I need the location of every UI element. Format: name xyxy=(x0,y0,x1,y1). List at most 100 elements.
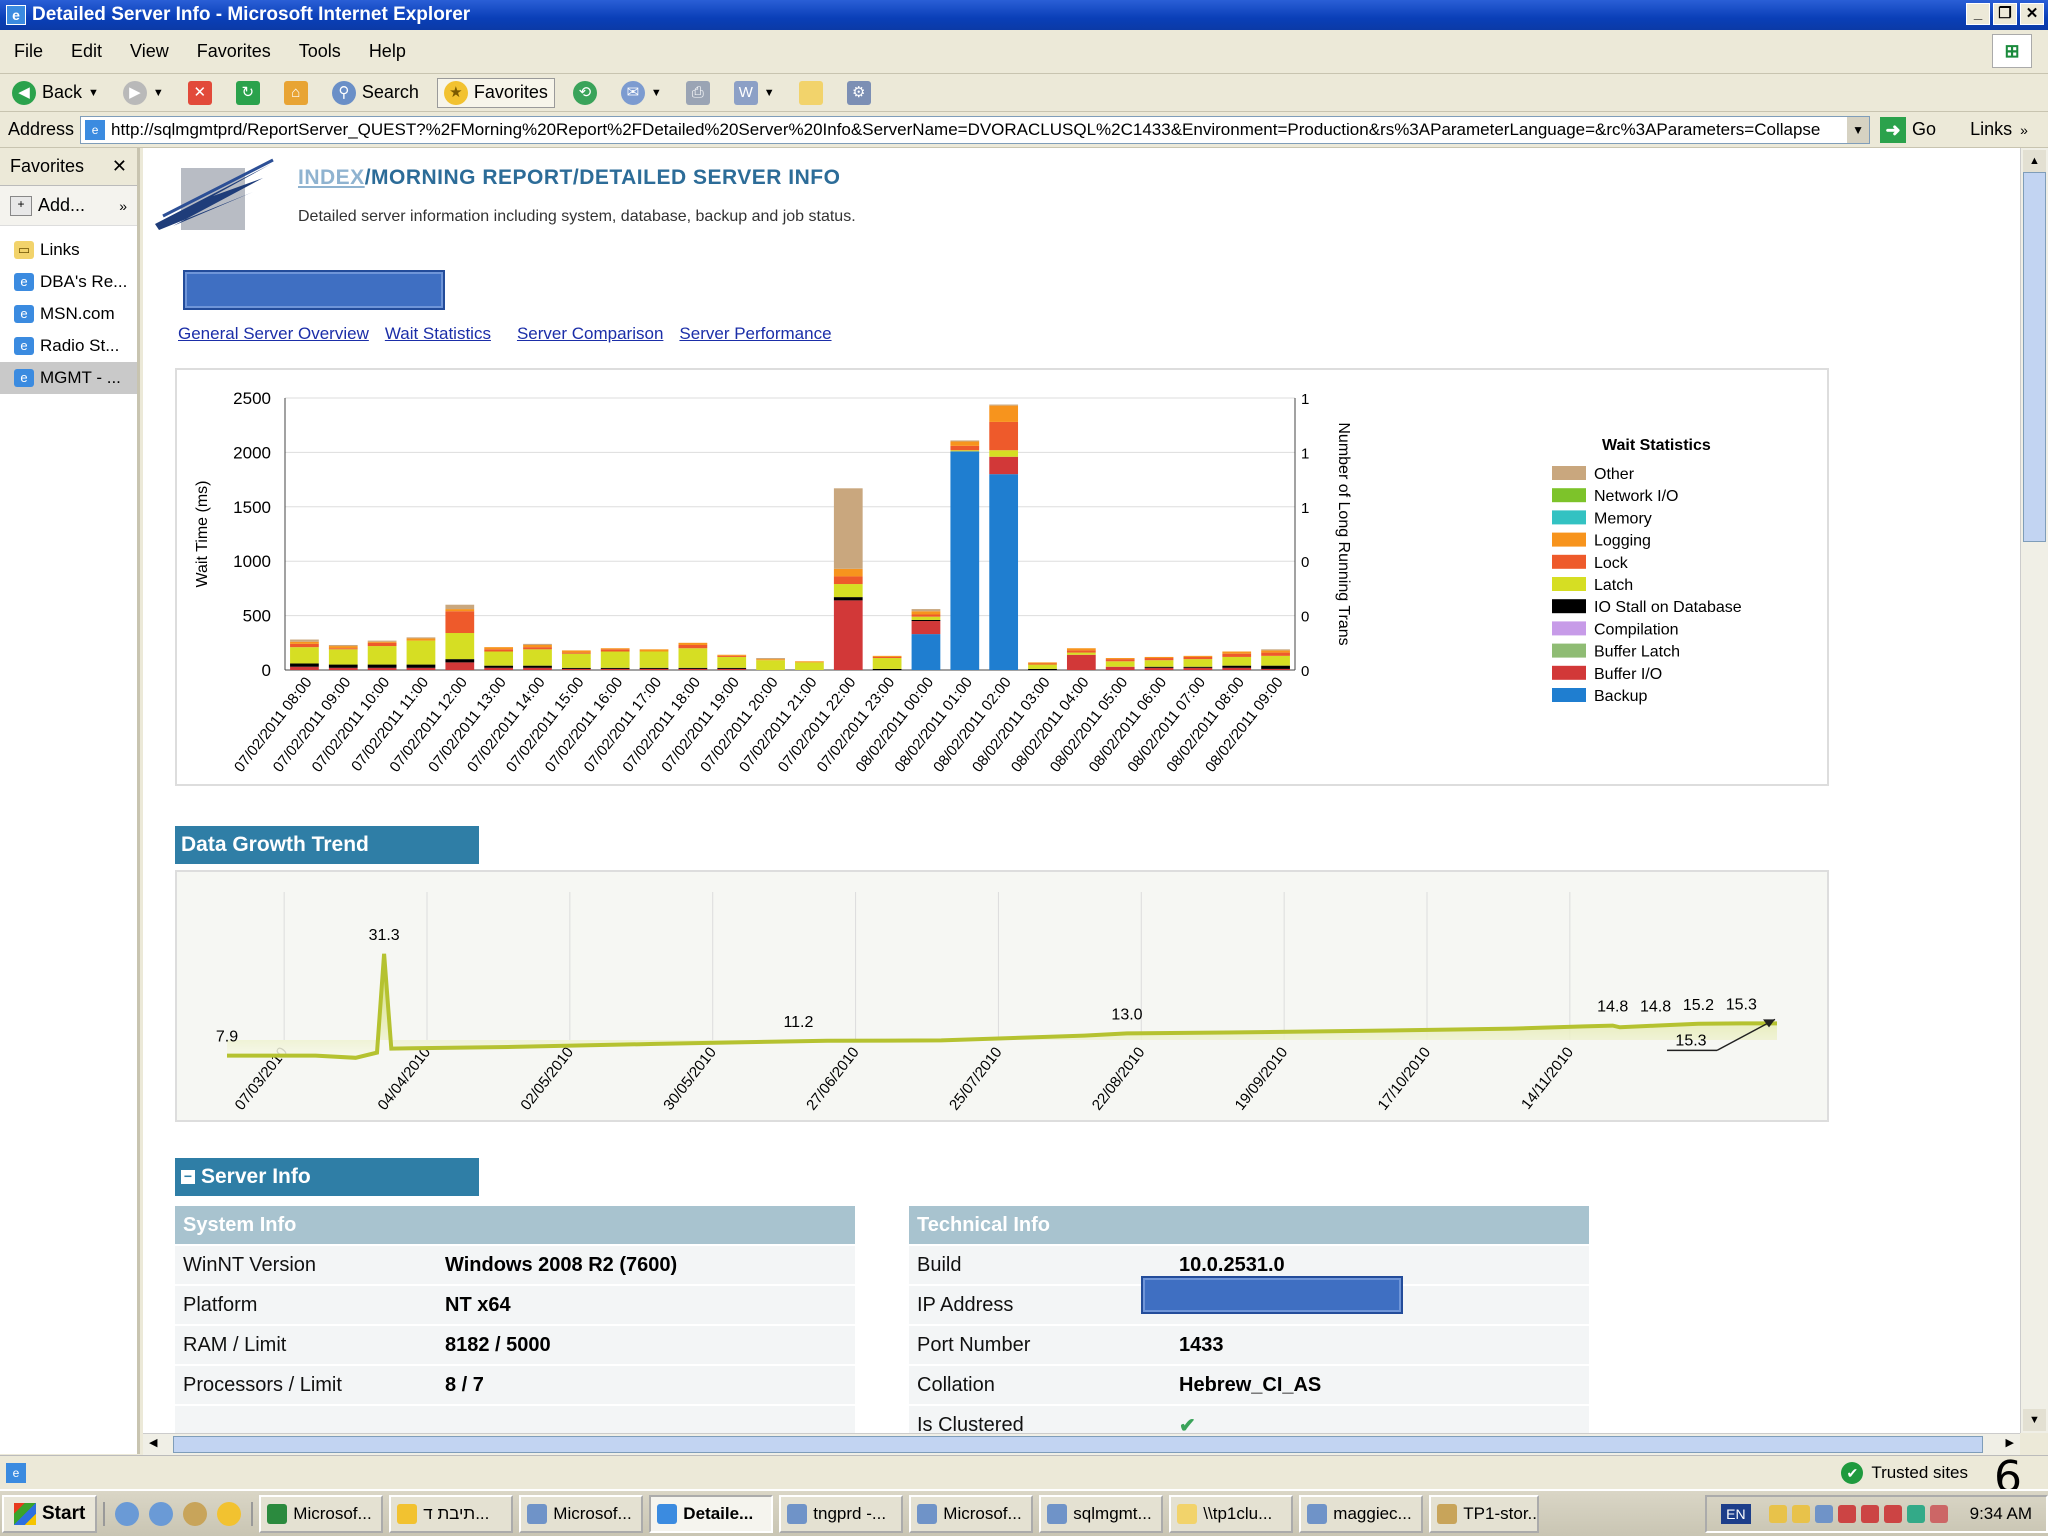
link-server-comparison[interactable]: Server Comparison xyxy=(516,324,664,343)
bar-segment xyxy=(1105,666,1135,670)
start-button[interactable]: Start xyxy=(2,1494,98,1533)
bar-segment xyxy=(367,646,397,665)
tray-icon[interactable] xyxy=(1791,1505,1810,1523)
word-icon: W xyxy=(733,80,758,105)
bar-segment xyxy=(1261,650,1290,653)
close-button[interactable]: ✕ xyxy=(2020,3,2044,25)
research-button[interactable]: ⚙ xyxy=(841,79,877,107)
close-icon[interactable]: ✕ xyxy=(111,156,127,176)
scroll-right-icon[interactable]: ▶ xyxy=(2005,1437,2014,1449)
collapse-icon[interactable]: − xyxy=(181,1169,195,1184)
vertical-scroll-thumb[interactable] xyxy=(2023,172,2046,542)
link-wait-statistics[interactable]: Wait Statistics xyxy=(384,324,491,343)
history-button[interactable]: ⟲ xyxy=(567,79,603,107)
taskbar-item[interactable]: Microsof... xyxy=(909,1494,1034,1533)
taskbar-item[interactable]: maggiec... xyxy=(1299,1494,1424,1533)
favorite-item-mgmt[interactable]: e MGMT - ... xyxy=(0,362,137,394)
favorites-button[interactable]: ★ Favorites xyxy=(436,77,555,108)
tray-icon[interactable] xyxy=(1860,1505,1879,1523)
tray-icon[interactable] xyxy=(1929,1505,1948,1523)
taskbar-item[interactable]: sqlmgmt... xyxy=(1039,1494,1164,1533)
favorite-item-links[interactable]: ▭ Links xyxy=(0,234,137,266)
horizontal-scrollbar[interactable]: ◀ ▶ xyxy=(143,1433,2020,1455)
menu-edit[interactable]: Edit xyxy=(71,41,103,61)
link-general-server-overview[interactable]: General Server Overview xyxy=(178,324,369,343)
chevron-down-icon[interactable]: ▼ xyxy=(88,86,99,99)
go-button[interactable]: ➜ Go xyxy=(1880,116,1936,143)
favorite-item-msn[interactable]: e MSN.com xyxy=(0,298,137,330)
taskbar-item[interactable]: תיבת ד... xyxy=(389,1494,514,1533)
scroll-down-icon[interactable]: ▼ xyxy=(2023,1409,2046,1431)
back-button[interactable]: ◀ Back ▼ xyxy=(6,79,105,107)
chevron-down-icon[interactable]: ▼ xyxy=(1847,116,1870,143)
tray-icon[interactable] xyxy=(1906,1505,1925,1523)
forward-button[interactable]: ▶ ▼ xyxy=(117,79,170,107)
folder-icon xyxy=(1177,1503,1198,1524)
menu-view[interactable]: View xyxy=(130,41,169,61)
favorite-item-dba[interactable]: e DBA's Re... xyxy=(0,266,137,298)
security-zone[interactable]: ✔ Trusted sites xyxy=(1841,1462,1968,1484)
menu-tools[interactable]: Tools xyxy=(298,41,341,61)
chevron-down-icon[interactable]: ▼ xyxy=(650,86,662,99)
print-button[interactable]: ⎙ xyxy=(680,79,716,107)
horizontal-scroll-thumb[interactable] xyxy=(173,1436,1983,1453)
server-info-header[interactable]: − Server Info xyxy=(175,1158,479,1196)
stop-button[interactable]: ✕ xyxy=(182,79,218,107)
task-label: Microsof... xyxy=(943,1503,1022,1523)
minimize-button[interactable]: _ xyxy=(1966,3,1990,25)
address-url[interactable]: http://sqlmgmtprd/ReportServer_QUEST?%2F… xyxy=(111,119,1821,139)
address-input[interactable]: e http://sqlmgmtprd/ReportServer_QUEST?%… xyxy=(80,115,1871,144)
vertical-scrollbar[interactable]: ▲ ▼ xyxy=(2020,148,2048,1433)
menu-favorites[interactable]: Favorites xyxy=(196,41,271,61)
search-button[interactable]: ⚲ Search xyxy=(326,79,425,107)
x-tick-label: 17/10/2010 xyxy=(1375,1044,1435,1114)
quicklaunch-icon[interactable] xyxy=(217,1501,242,1526)
app-icon xyxy=(787,1503,808,1524)
favorite-item-radio[interactable]: e Radio St... xyxy=(0,330,137,362)
security-zone-label: Trusted sites xyxy=(1871,1463,1968,1482)
quicklaunch-icon[interactable] xyxy=(115,1501,140,1526)
restore-button[interactable]: ❐ xyxy=(1993,3,2017,25)
chevron-down-icon[interactable]: ▼ xyxy=(763,86,775,99)
refresh-button[interactable]: ↻ xyxy=(230,79,266,107)
bar-segment xyxy=(1028,664,1057,669)
taskbar-item[interactable]: Microsof... xyxy=(259,1494,384,1533)
ie-page-icon: e xyxy=(14,337,34,355)
taskbar-item-active[interactable]: Detaile... xyxy=(649,1494,774,1533)
scroll-left-icon[interactable]: ◀ xyxy=(149,1437,158,1449)
link-server-performance[interactable]: Server Performance xyxy=(679,324,832,343)
home-icon: ⌂ xyxy=(283,80,308,105)
taskbar-item[interactable]: Microsof... xyxy=(519,1494,644,1533)
chevron-down-icon[interactable]: ▼ xyxy=(152,86,164,99)
tray-icon[interactable] xyxy=(1768,1505,1787,1523)
ie-icon[interactable] xyxy=(149,1501,174,1526)
system-info-title: System Info xyxy=(175,1206,855,1244)
tray-icon[interactable] xyxy=(1837,1505,1856,1523)
menu-file[interactable]: File xyxy=(14,41,44,61)
chevron-double-right-icon[interactable]: » xyxy=(2020,121,2028,138)
home-button[interactable]: ⌂ xyxy=(278,79,314,107)
discuss-button[interactable] xyxy=(793,79,829,107)
row-key: WinNT Version xyxy=(183,1253,317,1276)
tray-icon[interactable] xyxy=(1814,1505,1833,1523)
tray-icon[interactable] xyxy=(1883,1505,1902,1523)
chevron-double-right-icon[interactable]: » xyxy=(119,197,127,214)
taskbar-item[interactable]: \\tp1clu... xyxy=(1169,1494,1294,1533)
links-button[interactable]: Links xyxy=(1970,119,2013,139)
language-indicator[interactable]: EN xyxy=(1721,1504,1751,1524)
scroll-up-icon[interactable]: ▲ xyxy=(2023,150,2046,172)
menu-help[interactable]: Help xyxy=(368,41,406,61)
quicklaunch-icon[interactable] xyxy=(183,1501,208,1526)
bar-segment xyxy=(1222,653,1252,657)
taskbar-item[interactable]: TP1-stor... xyxy=(1429,1494,1540,1533)
bar-segment xyxy=(950,450,980,452)
note-icon xyxy=(798,80,823,105)
row-key: Port Number xyxy=(917,1333,1031,1356)
edit-button[interactable]: W ▼ xyxy=(728,79,781,107)
bar-segment xyxy=(290,643,319,648)
breadcrumb-index-link[interactable]: INDEX xyxy=(298,166,365,189)
favorites-add-button[interactable]: + Add... » xyxy=(0,186,137,226)
app-icon xyxy=(917,1503,938,1524)
taskbar-item[interactable]: tngprd -... xyxy=(779,1494,904,1533)
mail-button[interactable]: ✉ ▼ xyxy=(615,79,668,107)
